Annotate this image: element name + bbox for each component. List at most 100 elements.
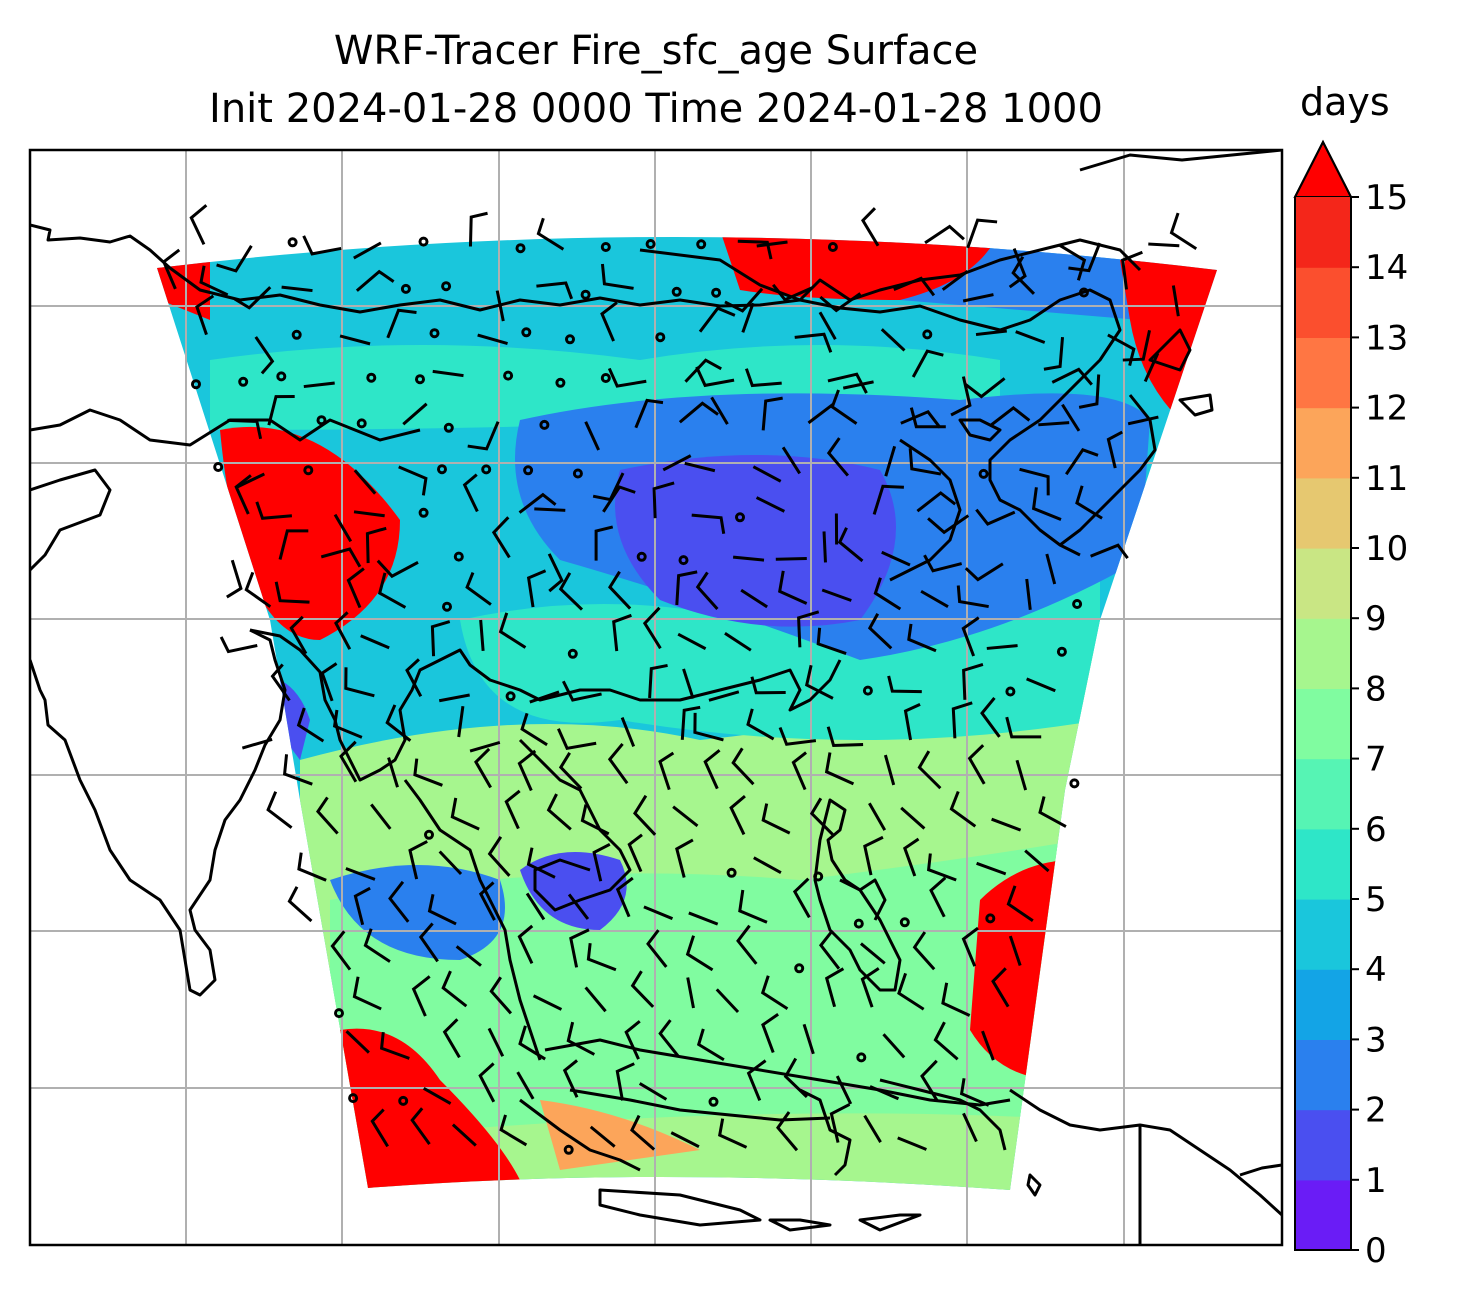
wind-barb: [297, 852, 327, 882]
wind-barb: [504, 789, 521, 830]
wind-barb: [233, 286, 272, 310]
wind-barb: [950, 376, 972, 417]
colorbar-tick-label: 7: [1365, 740, 1387, 780]
wind-barb: [835, 1075, 853, 1105]
wind-barb: [296, 707, 325, 743]
wind-barb: [900, 409, 942, 429]
wind-barb: [278, 529, 309, 560]
calm-wind-circle: [671, 286, 682, 297]
calm-wind-circle: [213, 462, 224, 472]
wind-barb: [860, 967, 880, 1008]
wind-barb: [675, 570, 698, 606]
wind-barb: [1038, 796, 1067, 828]
wind-barb: [600, 301, 618, 342]
wind-barb: [438, 850, 463, 876]
wind-barb: [355, 269, 395, 292]
wind-barb: [627, 833, 643, 873]
wind-barb: [688, 911, 719, 926]
wind-barb: [731, 747, 755, 786]
calm-wind-circle: [565, 334, 575, 345]
wind-barb: [1058, 243, 1087, 281]
wind-barb: [558, 752, 583, 790]
wind-barb: [949, 790, 977, 828]
wind-barb: [615, 1062, 635, 1101]
colorbar-tick-label: 4: [1365, 950, 1387, 990]
wind-barb: [584, 986, 607, 1013]
wind-barb: [487, 836, 511, 877]
wind-barb: [821, 588, 852, 602]
wind-barb: [802, 1023, 815, 1055]
colorbar-tick-label: 1: [1365, 1161, 1387, 1201]
wind-barb: [379, 1031, 410, 1060]
wind-barb: [658, 751, 675, 791]
wind-barb: [602, 485, 636, 513]
wind-barb: [882, 1033, 906, 1059]
wind-barb: [684, 461, 716, 473]
calm-wind-circle: [580, 289, 591, 300]
wind-barb: [962, 293, 994, 303]
wind-barb: [360, 634, 390, 650]
wind-barb: [962, 663, 984, 700]
wind-barb: [536, 281, 574, 300]
wind-barb: [807, 402, 835, 425]
wind-barb: [457, 706, 465, 738]
wind-barb: [630, 970, 655, 1008]
colorbar-extend-arrow: [1293, 139, 1353, 198]
calm-wind-circle: [726, 867, 737, 878]
wind-barb: [684, 358, 722, 383]
wind-barb: [926, 853, 957, 882]
wind-barb: [353, 241, 382, 260]
wind-barb: [778, 570, 808, 605]
calm-wind-circle: [348, 1093, 359, 1104]
wind-barb: [698, 306, 736, 333]
wind-barb: [518, 1025, 546, 1061]
colorbar-outline: [1294, 139, 1352, 1251]
colorbar-segment: [1295, 618, 1351, 689]
calm-wind-circle: [1056, 646, 1067, 657]
wind-barb: [797, 610, 820, 648]
wind-barb: [462, 473, 479, 513]
wind-barb: [332, 709, 363, 739]
wind-barb: [1106, 430, 1123, 469]
wind-barb: [607, 742, 629, 785]
wind-barb: [320, 662, 338, 702]
wind-barb: [487, 1027, 505, 1057]
wind-barb: [881, 550, 911, 567]
wind-barb: [1024, 849, 1050, 873]
wind-barb: [370, 1108, 389, 1148]
wind-barb: [775, 556, 807, 561]
wind-barb: [638, 1082, 668, 1101]
wind-barb: [532, 994, 563, 1011]
wind-barb: [385, 704, 412, 742]
wind-barb: [267, 394, 295, 426]
wind-barb: [353, 886, 371, 926]
wind-barb: [956, 585, 989, 609]
wind-barb: [1061, 403, 1081, 432]
wind-barb: [884, 445, 897, 477]
wind-barb: [887, 675, 922, 694]
calm-wind-circle: [366, 372, 377, 383]
wind-barb: [1026, 677, 1056, 693]
colorbar-tick-label: 11: [1365, 459, 1408, 499]
wind-barb: [1169, 212, 1198, 250]
wind-barb: [418, 922, 439, 963]
calm-wind-circle: [708, 1096, 719, 1107]
calm-wind-circle: [291, 329, 302, 340]
calm-wind-circle: [1072, 599, 1083, 609]
colorbar-tick-label: 2: [1365, 1091, 1387, 1131]
wind-barb: [195, 294, 215, 336]
wind-barb: [413, 758, 443, 787]
wind-barb: [693, 712, 724, 742]
wind-barb: [924, 224, 965, 245]
calm-wind-circle: [856, 1052, 867, 1063]
wind-barb: [234, 474, 252, 515]
wind-barb: [703, 749, 721, 790]
wind-barb: [1051, 367, 1093, 386]
wind-barb: [783, 1057, 808, 1099]
wind-barb: [1122, 330, 1151, 362]
wind-barb: [646, 929, 668, 968]
colorbar-tick-label: 6: [1365, 810, 1387, 850]
wind-barb: [933, 1021, 959, 1061]
wind-barb: [302, 235, 342, 256]
